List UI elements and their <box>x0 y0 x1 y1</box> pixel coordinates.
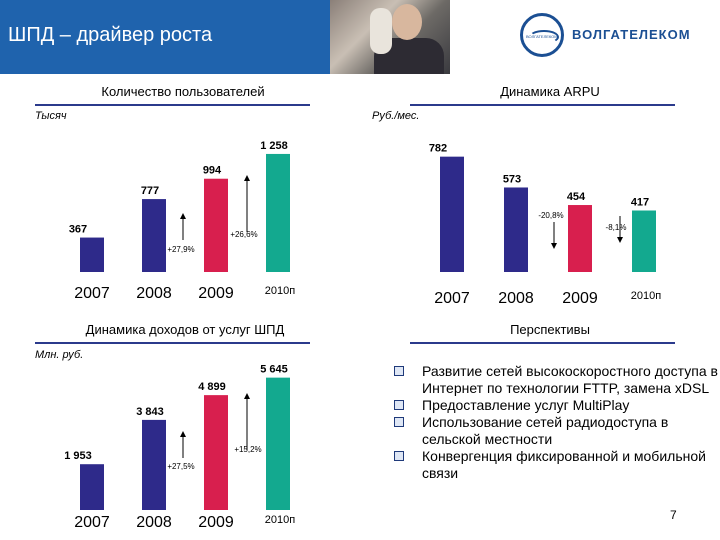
arpu-growth-label: -8,1% <box>606 223 627 232</box>
users-category-label: 2008 <box>136 285 172 302</box>
prospect-item: Предоставление услуг MultiPlay <box>392 397 720 414</box>
prospect-item: Развитие сетей высокоскоростного доступа… <box>392 363 720 397</box>
revenue-category-label: 2008 <box>136 514 172 531</box>
users-bar <box>204 178 228 272</box>
revenue-value-label: 1 953 <box>64 450 92 462</box>
prospect-text: Предоставление услуг MultiPlay <box>422 397 630 413</box>
revenue-growth-label: +27,5% <box>167 462 194 471</box>
revenue-value-label: 4 899 <box>198 381 226 393</box>
prospect-item: Конвергенция фиксированной и мобильной с… <box>392 448 720 482</box>
header-photo <box>330 0 450 74</box>
users-value-label: 1 258 <box>260 140 288 152</box>
prospect-text: Использование сетей радиодоступа в сельс… <box>422 414 669 447</box>
users-section-divider <box>35 104 310 106</box>
arpu-category-label: 2007 <box>434 290 470 307</box>
arpu-bar <box>568 205 592 272</box>
photo-phone-icon <box>370 8 392 54</box>
page-number: 7 <box>670 508 677 522</box>
revenue-bar <box>142 419 166 510</box>
arpu-value-label: 573 <box>503 173 521 185</box>
bullet-icon <box>394 400 404 410</box>
revenue-growth-label: +15,2% <box>234 445 261 454</box>
revenue-value-label: 5 645 <box>260 364 288 376</box>
users-value-label: 777 <box>141 185 159 197</box>
users-bar <box>80 237 104 272</box>
arpu-value-label: 782 <box>429 143 447 155</box>
logo-globe-icon: ВОЛГАТЕЛЕКОМ <box>520 13 564 57</box>
revenue-unit-label: Млн. руб. <box>35 349 84 361</box>
users-unit-label: Тысяч <box>35 110 67 122</box>
arpu-value-label: 454 <box>567 191 586 203</box>
users-section-title: Количество пользователей <box>101 84 265 99</box>
arpu-category-label: 2009 <box>562 290 598 307</box>
revenue-category-label: 2009 <box>198 514 234 531</box>
slide-title: ШПД – драйвер роста <box>8 24 213 46</box>
prospects-section-divider <box>410 342 675 344</box>
arpu-bar <box>504 187 528 272</box>
revenue-bar <box>266 377 290 510</box>
revenue-category-label: 2010п <box>265 514 295 526</box>
users-category-label: 2007 <box>74 285 110 302</box>
prospects-list: Развитие сетей высокоскоростного доступа… <box>392 363 720 482</box>
logo-text: ВОЛГАТЕЛЕКОМ <box>572 27 691 42</box>
revenue-section-title: Динамика доходов от услуг ШПД <box>85 322 285 337</box>
users-bar <box>142 199 166 272</box>
photo-head <box>392 4 422 40</box>
arpu-category-label: 2008 <box>498 290 534 307</box>
arpu-section-title: Динамика ARPU <box>500 84 600 99</box>
prospect-text: Развитие сетей высокоскоростного доступа… <box>422 363 718 396</box>
users-growth-label: +26,6% <box>230 230 257 239</box>
users-category-label: 2010п <box>265 285 295 297</box>
prospect-item: Использование сетей радиодоступа в сельс… <box>392 414 720 448</box>
bullet-icon <box>394 451 404 461</box>
company-logo: ВОЛГАТЕЛЕКОМ ВОЛГАТЕЛЕКОМ <box>520 13 700 59</box>
bullet-icon <box>394 366 404 376</box>
users-value-label: 994 <box>203 165 222 177</box>
arpu-section-divider <box>410 104 675 106</box>
slide-header: ШПД – драйвер роста ВОЛГАТЕЛЕКОМ ВОЛГАТЕ… <box>0 0 720 74</box>
arpu-value-label: 417 <box>631 196 649 208</box>
arpu-bar <box>440 156 464 272</box>
revenue-section-divider <box>35 342 310 344</box>
logo-circle-text: ВОЛГАТЕЛЕКОМ <box>526 34 558 39</box>
arpu-unit-label: Руб./мес. <box>372 110 420 122</box>
bullet-icon <box>394 417 404 427</box>
arpu-bar <box>632 210 656 272</box>
arpu-category-label: 2010п <box>631 290 661 302</box>
revenue-bar <box>204 395 228 510</box>
users-category-label: 2009 <box>198 285 234 302</box>
arpu-growth-label: -20,8% <box>538 211 563 220</box>
users-bar <box>266 153 290 272</box>
prospects-section-title: Перспективы <box>510 322 590 337</box>
prospect-text: Конвергенция фиксированной и мобильной с… <box>422 448 706 481</box>
revenue-category-label: 2007 <box>74 514 110 531</box>
users-value-label: 367 <box>69 224 87 236</box>
users-growth-label: +27,9% <box>167 245 194 254</box>
revenue-bar <box>80 464 104 510</box>
revenue-value-label: 3 843 <box>136 406 164 418</box>
